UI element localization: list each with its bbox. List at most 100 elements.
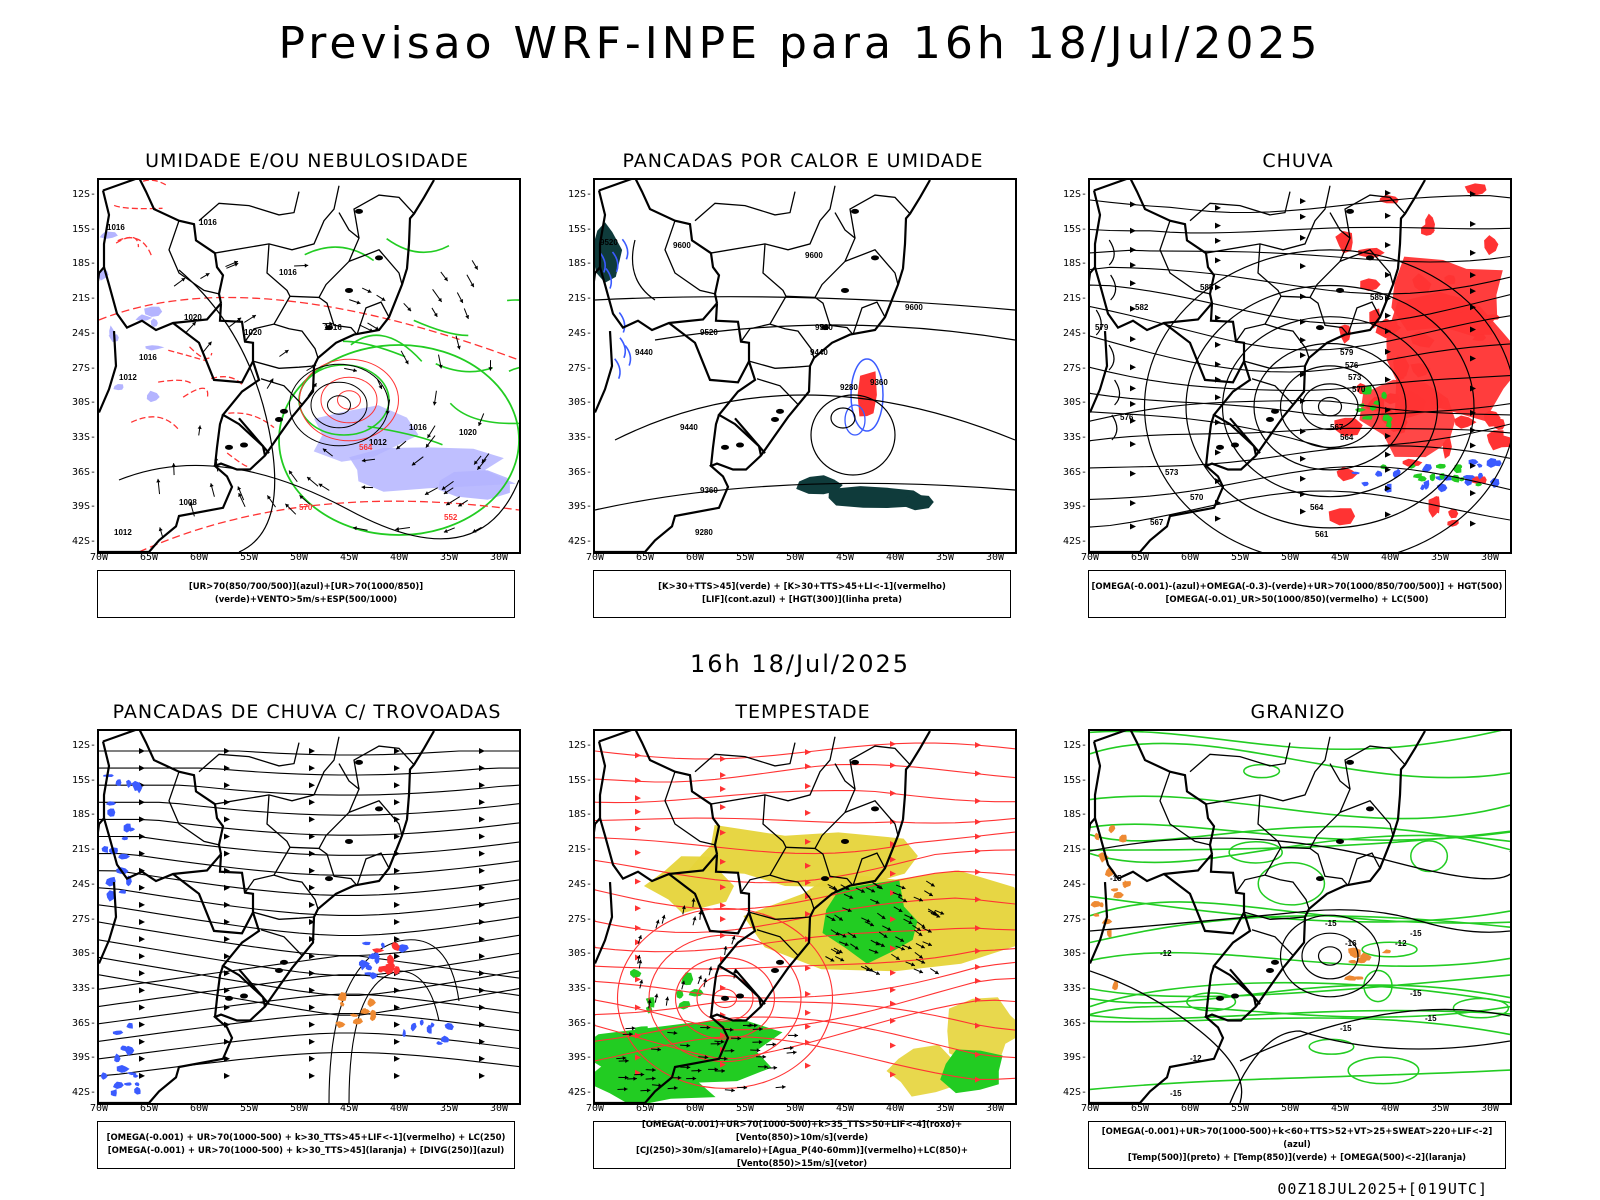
latitude-tick-label: 12S- [1063,189,1088,200]
height-contour-label: 9440 [635,348,653,357]
legend-line: [CJ(250)>30m/s](amarelo)+[Agua_P(40-60mm… [635,1146,969,1169]
isobar-label: 1012 [114,528,132,537]
latitude-tick-label: 12S- [568,740,593,751]
latitude-tick-label: 18S- [568,809,593,821]
temperature-contour-label: -15 [1340,1024,1352,1033]
temperature-contour-label: -15 [1110,874,1122,883]
height-contour-label: 9520 [600,238,618,247]
mid-title: 16h 18/Jul/2025 [689,650,911,678]
isobar-label: 570 [299,503,313,512]
longitude-tick-label: 30W [1481,1103,1500,1114]
height-contour-label: 9440 [680,423,698,432]
latitude-tick-label: 36S- [72,1017,97,1029]
longitude-tick-label: 50W [290,552,309,563]
legend-line: [OMEGA(-0.001)+UR>70(1000-500)+k<60+TTS>… [1101,1126,1493,1150]
map-canvas-chuva: 5855825795765735705675645615795765735705… [1090,180,1510,552]
longitude-tick-label: 35W [440,552,459,563]
temperature-contour-label: -15 [1325,919,1337,928]
longitude-tick-label: 45W [836,552,855,563]
latitude-tick-label: 24S- [568,878,593,890]
legend-line: [OMEGA(-0.001)-(azul)+OMEGA(-0.3)-(verde… [1091,582,1503,592]
isobar-label: 1020 [184,313,202,322]
latitude-tick-label: 12S- [1063,740,1088,751]
longitude-tick-label: 45W [340,552,359,563]
latitude-tick-label: 27S- [568,913,593,925]
height-contour-label: 576 [1345,361,1359,370]
isobar-label: 1012 [119,373,137,382]
forecast-run-label: 00Z18JUL2025+[019UTC] [1277,1180,1488,1198]
latitude-tick-label: 36S- [72,466,97,478]
longitude-tick-label: 35W [1431,552,1450,563]
longitude-tick-label: 60W [686,552,705,563]
height-contour-label: 582 [1135,303,1149,312]
longitude-tick-label: 60W [190,1103,209,1114]
latitude-tick-label: 18S- [1063,809,1088,821]
legend-line: [LIF](cont.azul) + [HGT(300)](linha pret… [701,595,903,605]
latitude-tick-label: 18S- [568,258,593,270]
height-contour-label: 570 [1190,493,1204,502]
legend-trovoadas: [OMEGA(-0.001) + UR>70(1000-500) + k>30_… [97,1121,515,1169]
height-contour-label: 576 [1120,413,1134,422]
longitude-tick-label: 60W [686,1103,705,1114]
latitude-tick-label: 42S- [72,536,97,547]
height-contour-label: 9600 [673,241,691,250]
latitude-tick-label: 15S- [568,223,593,235]
latitude-tick-label: 36S- [568,466,593,478]
height-contour-label: 567 [1150,518,1164,527]
height-contour-label: 573 [1165,468,1179,477]
height-contour-label: 9280 [695,528,713,537]
longitude-tick-label: 45W [1331,552,1350,563]
longitude-tick-label: 65W [1131,552,1150,563]
latitude-tick-label: 12S- [568,189,593,200]
longitude-tick-label: 30W [490,552,509,563]
longitude-tick-label: 35W [936,552,955,563]
height-contour-label: 9600 [805,251,823,260]
latitude-tick-label: 39S- [1063,1052,1088,1064]
latitude-tick-label: 21S- [72,844,97,856]
longitude-tick-label: 55W [1231,1103,1250,1114]
temperature-contour-label: -15 [1170,1089,1182,1098]
longitude-tick-label: 50W [786,1103,805,1114]
latitude-tick-label: 33S- [568,431,593,443]
height-contour-label: 9360 [700,486,718,495]
longitude-tick-label: 70W [586,552,605,563]
longitude-tick-label: 70W [1081,552,1100,563]
isobar-label: 1020 [459,428,477,437]
latitude-tick-label: 15S- [1063,223,1088,235]
isobar-label: 1016 [324,323,342,332]
map-trovoadas [97,729,521,1105]
longitude-tick-label: 60W [190,552,209,563]
panel-title-umidade: UMIDADE E/OU NEBULOSIDADE [145,150,469,172]
latitude-tick-label: 24S- [1063,878,1088,890]
legend-line: [K>30+TTS>45](verde) + [K>30+TTS>45+LI<-… [658,582,946,592]
latitude-tick-label: 30S- [72,948,97,960]
temperature-contour-label: -15 [1410,929,1422,938]
latitude-tick-label: 42S- [1063,536,1088,547]
longitude-tick-label: 40W [1381,552,1400,563]
latitude-tick-label: 33S- [72,982,97,994]
latitude-tick-label: 39S- [72,501,97,513]
longitude-tick-label: 40W [1381,1103,1400,1114]
latitude-tick-label: 18S- [72,258,97,270]
isobar-label: 564 [359,443,373,452]
longitude-tick-label: 60W [1181,1103,1200,1114]
map-canvas-tempestade [595,731,1015,1103]
latitude-tick-label: 27S- [1063,362,1088,374]
longitude-tick-label: 35W [440,1103,459,1114]
latitude-tick-label: 21S- [1063,293,1088,305]
map-canvas-umidade: 1016 1016 1016 1020 1020 1016 1016 1012 1012 1016… [99,180,519,552]
isobar-label: 552 [444,513,458,522]
longitude-tick-label: 55W [736,1103,755,1114]
longitude-tick-label: 50W [786,552,805,563]
longitude-tick-label: 40W [886,1103,905,1114]
legend-tempestade: [OMEGA(-0.001)+UR>70(1000-500)+k>35_TTS>… [593,1120,1011,1169]
longitude-tick-label: 70W [90,1103,109,1114]
height-contour-label: 567 [1330,423,1344,432]
map-pancadas: 9520960096009600952095209440944094409360… [593,178,1017,554]
legend-line: [OMEGA(-0.001) + UR>70(1000-500) + k>30_… [106,1133,506,1143]
latitude-tick-label: 33S- [72,431,97,443]
latitude-tick-label: 30S- [1063,948,1088,960]
longitude-tick-label: 30W [986,552,1005,563]
panel-title-granizo: GRANIZO [1250,701,1346,723]
height-contour-label: 9520 [700,328,718,337]
